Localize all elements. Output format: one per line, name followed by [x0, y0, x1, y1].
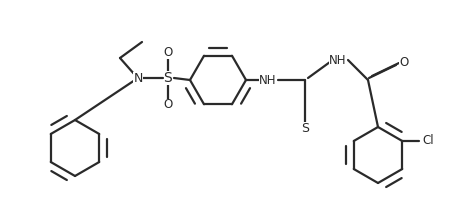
Text: Cl: Cl [423, 134, 434, 147]
Text: S: S [301, 121, 309, 134]
Text: NH: NH [329, 53, 347, 66]
Text: NH: NH [259, 73, 277, 86]
Text: N: N [133, 72, 143, 85]
Text: S: S [164, 71, 173, 85]
Text: O: O [164, 46, 173, 59]
Text: O: O [164, 98, 173, 111]
Text: O: O [400, 56, 409, 69]
